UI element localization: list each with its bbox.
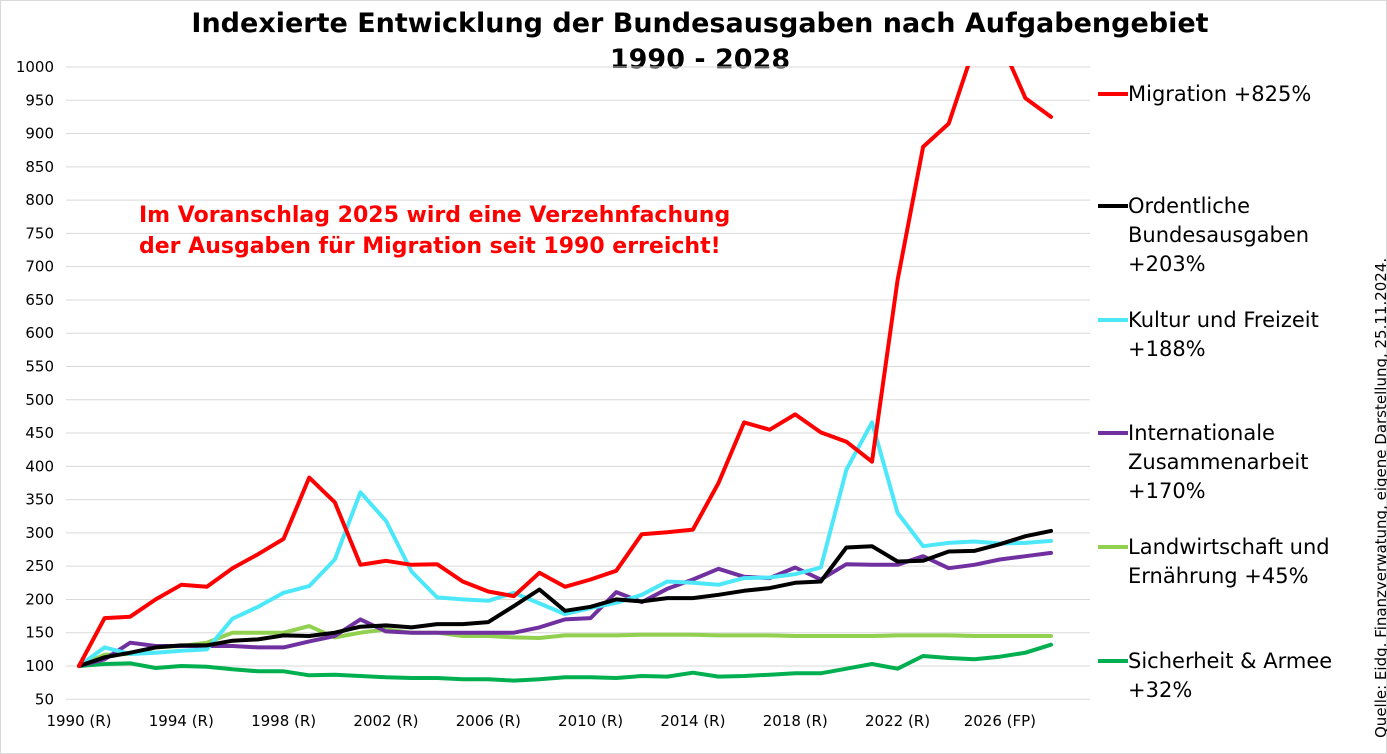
legend-item-kultur-freizeit[interactable]: Kultur und Freizeit +188%: [1098, 306, 1363, 364]
chart-title: Indexierte Entwicklung der Bundesausgabe…: [191, 8, 1209, 39]
series-line-internationale-zusammenarbeit[interactable]: [77, 550, 1053, 668]
y-tick-label: 650: [25, 291, 54, 309]
legend-swatch-icon: [1098, 92, 1128, 96]
y-tick-label: 550: [25, 358, 54, 376]
y-tick-label: 1000: [16, 58, 54, 76]
legend-label: Kultur und Freizeit +188%: [1128, 308, 1319, 361]
y-tick-label: 900: [25, 125, 54, 143]
y-tick-label: 200: [25, 590, 54, 608]
y-axis-ticks: 50 100 150 200 250 300 350 400 450 500 550 600 650 70…: [16, 58, 54, 708]
legend-label: Internationale Zusammenarbeit +170%: [1128, 421, 1309, 503]
x-tick-label: 2002 (R): [353, 712, 418, 730]
series-line-migration[interactable]: [77, 40, 1053, 668]
y-tick-label: 350: [25, 491, 54, 509]
series-line-sicherheit-armee[interactable]: [77, 642, 1053, 683]
x-tick-label: 1998 (R): [251, 712, 316, 730]
legend-swatch-icon: [1098, 431, 1128, 435]
x-tick-label: 2014 (R): [660, 712, 725, 730]
x-axis-ticks: 1990 (R) 1994 (R) 1998 (R) 2002 (R) 2006 (R)…: [46, 712, 1036, 730]
y-tick-label: 400: [25, 457, 54, 475]
y-tick-label: 300: [25, 524, 54, 542]
y-tick-label: 100: [25, 657, 54, 675]
series-line-kultur-und-freizeit[interactable]: [77, 420, 1053, 668]
series-line-ordentliche-bundesausgaben[interactable]: [77, 528, 1053, 668]
series-line-landwirtschaft-und-ern-hrung[interactable]: [77, 624, 1053, 668]
y-tick-label: 800: [25, 191, 54, 209]
x-tick-label: 2006 (R): [456, 712, 521, 730]
legend-item-landwirtschaft-ernaehrung[interactable]: Landwirtschaft und Ernährung +45%: [1098, 533, 1363, 591]
x-tick-label: 1990 (R): [46, 712, 111, 730]
source-note: Quelle: Eidg. Finanzverwatung, eigene Da…: [1372, 257, 1387, 738]
legend-swatch-icon: [1098, 204, 1128, 208]
y-tick-label: 850: [25, 158, 54, 176]
x-tick-label: 2018 (R): [763, 712, 828, 730]
x-tick-label: 2010 (R): [558, 712, 623, 730]
legend-item-ordentliche-bundesausgaben[interactable]: Ordentliche Bundesausgaben +203%: [1098, 192, 1363, 279]
x-tick-label: 1994 (R): [149, 712, 214, 730]
legend-swatch-icon: [1098, 659, 1128, 663]
y-tick-label: 600: [25, 324, 54, 342]
series-lines: [77, 40, 1053, 683]
legend-item-internationale-zusammenarbeit[interactable]: Internationale Zusammenarbeit +170%: [1098, 419, 1363, 506]
legend-item-migration[interactable]: Migration +825%: [1098, 80, 1363, 109]
legend-item-sicherheit-armee[interactable]: Sicherheit & Armee +32%: [1098, 647, 1363, 705]
y-tick-label: 250: [25, 557, 54, 575]
y-tick-label: 700: [25, 258, 54, 276]
legend-label: Migration +825%: [1128, 82, 1312, 106]
chart-subtitle: 1990 - 2028: [609, 44, 791, 75]
y-tick-label: 50: [35, 690, 54, 708]
legend-label: Sicherheit & Armee +32%: [1128, 649, 1333, 702]
x-tick-label: 2026 (FP): [964, 712, 1036, 730]
legend-label: Ordentliche Bundesausgaben +203%: [1128, 194, 1310, 276]
legend-swatch-icon: [1098, 545, 1128, 549]
legend-label: Landwirtschaft und Ernährung +45%: [1128, 535, 1330, 588]
chart-annotation-line-2: der Ausgaben für Migration seit 1990 err…: [139, 234, 721, 259]
y-tick-label: 500: [25, 391, 54, 409]
gridlines: [66, 66, 1090, 700]
y-tick-label: 750: [25, 224, 54, 242]
x-tick-label: 2022 (R): [865, 712, 930, 730]
y-tick-label: 450: [25, 424, 54, 442]
y-tick-label: 150: [25, 624, 54, 642]
chart-annotation-line-1: Im Voranschlag 2025 wird eine Verzehnfac…: [139, 203, 731, 228]
legend-swatch-icon: [1098, 318, 1128, 322]
y-tick-label: 950: [25, 91, 54, 109]
